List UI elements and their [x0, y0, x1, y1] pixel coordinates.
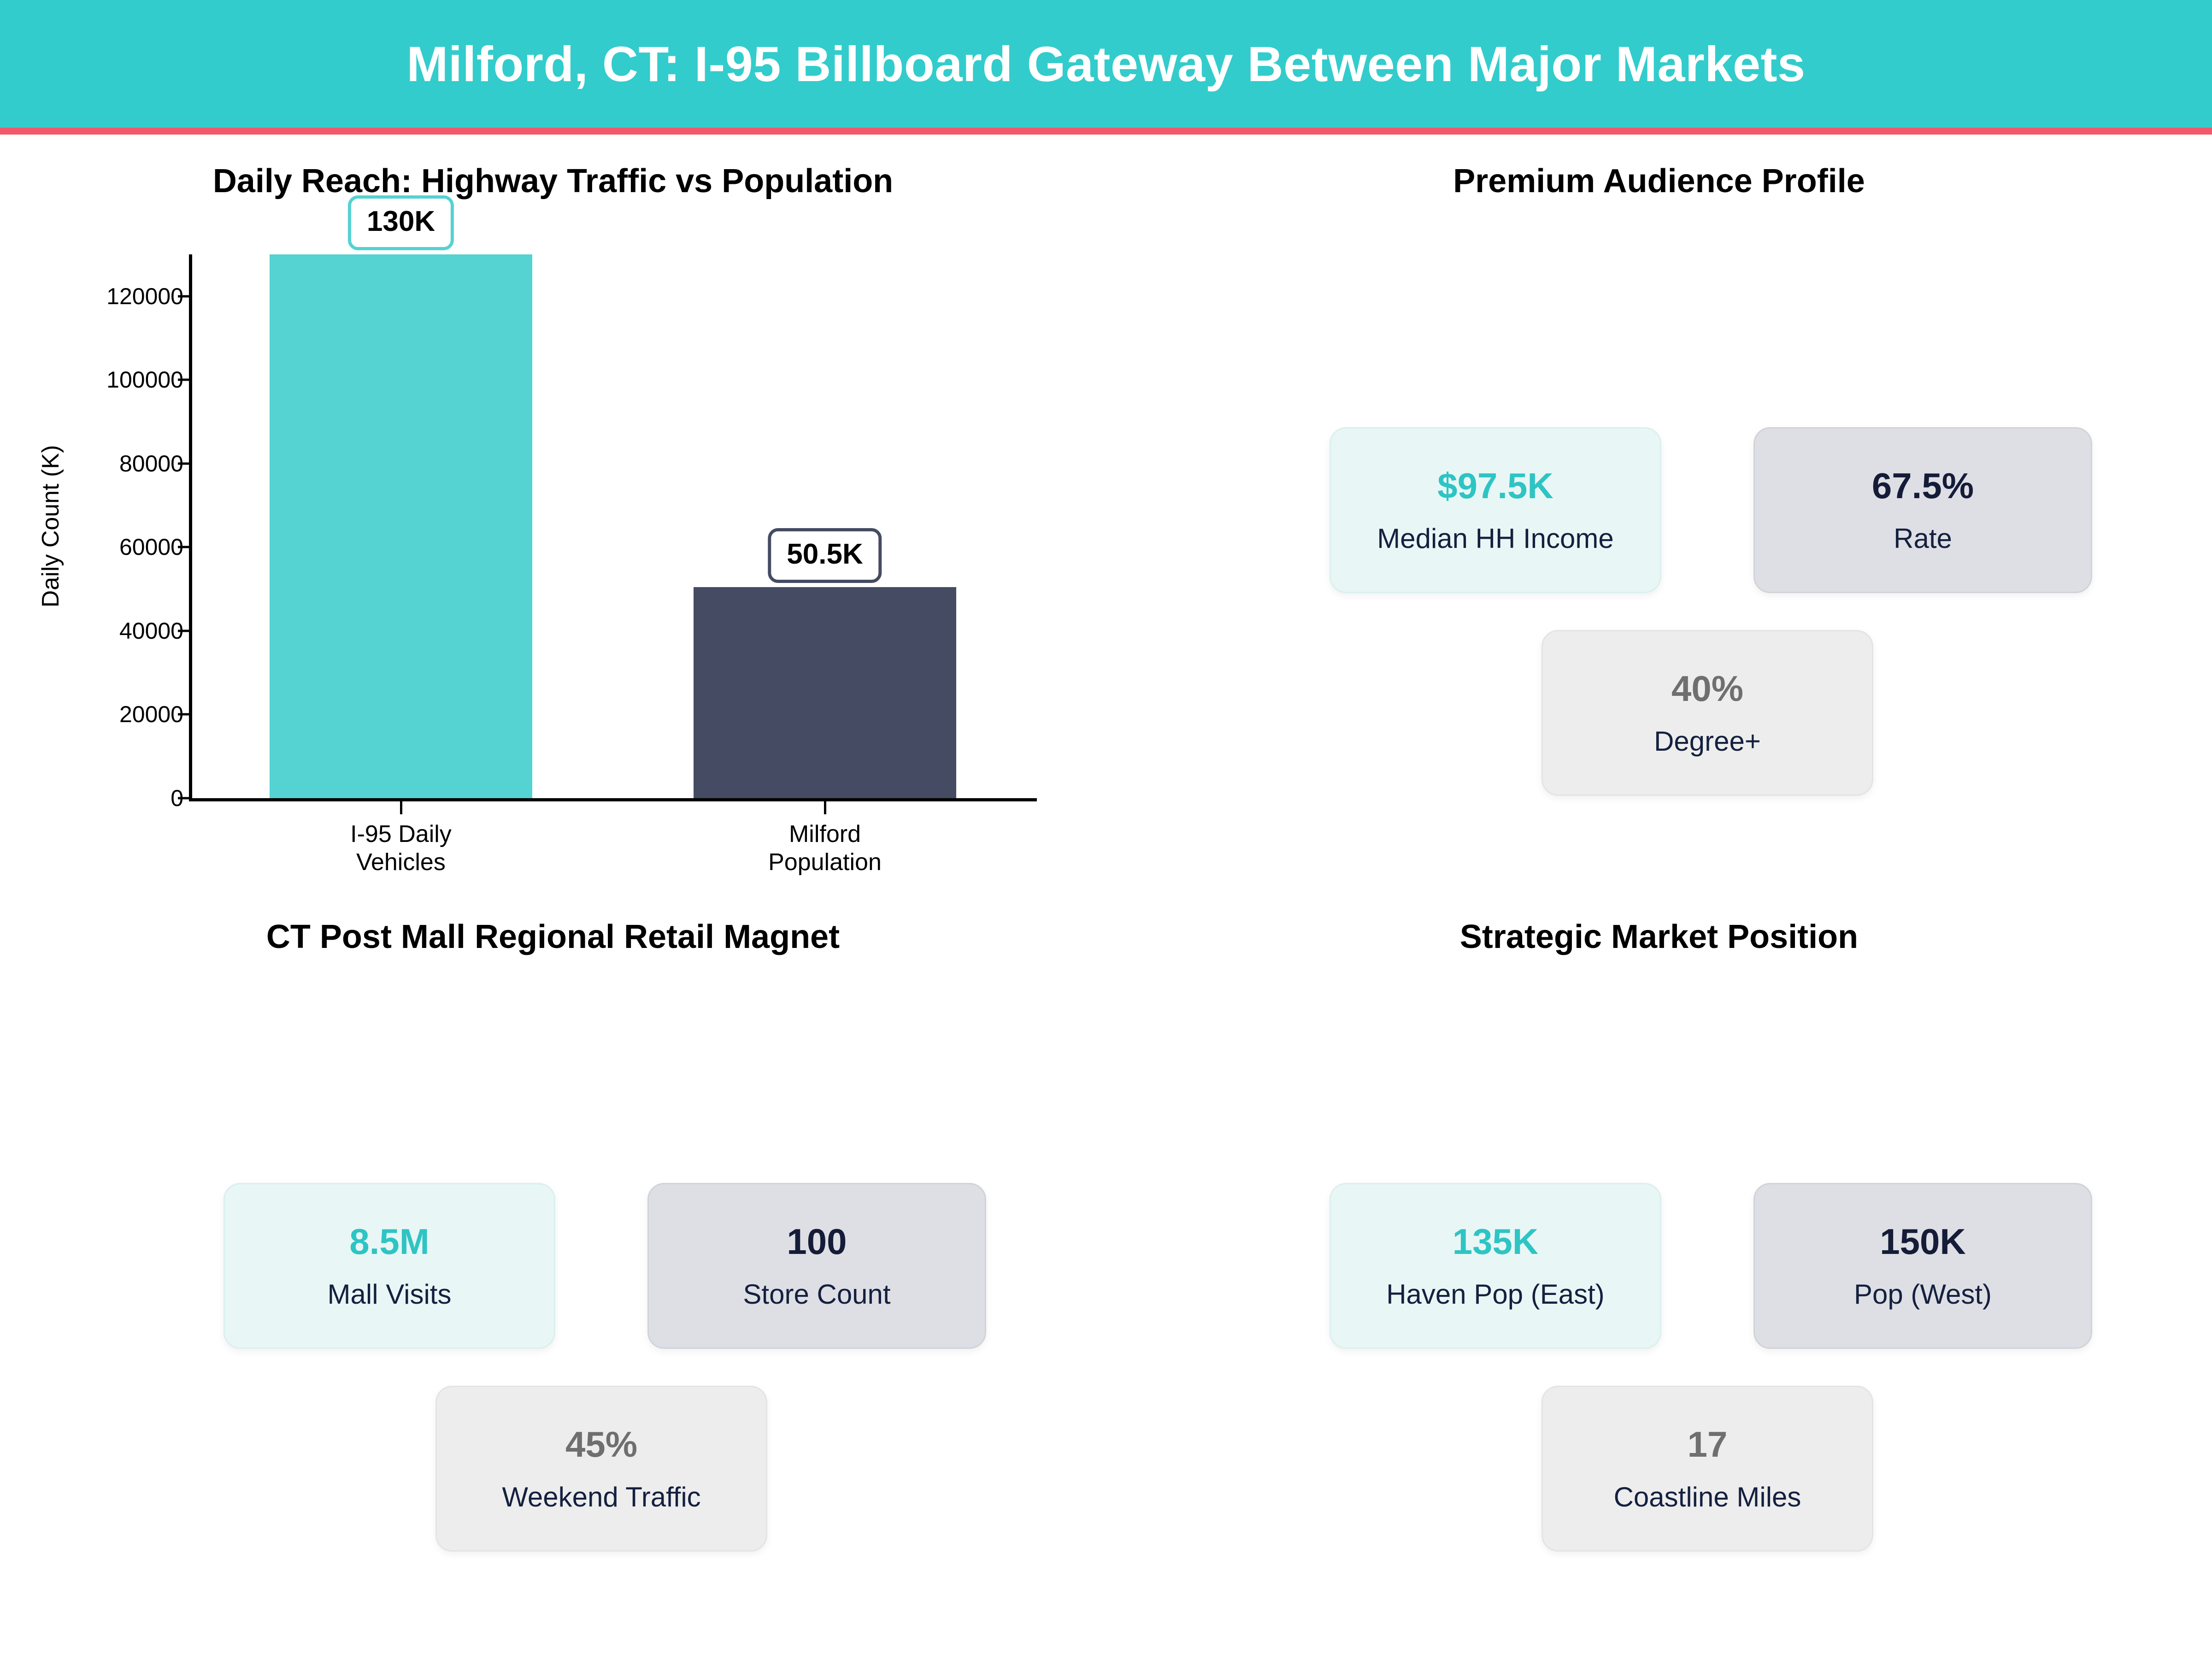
kpi-value: 67.5% [1871, 465, 1974, 506]
bar[interactable] [693, 587, 957, 798]
kpi-card-audience-0[interactable]: $97.5K Median HH Income [1330, 427, 1661, 593]
page-header: Milford, CT: I-95 Billboard Gateway Betw… [0, 0, 2212, 128]
x-axis-line [189, 798, 1037, 801]
y-axis-tick-label: 100000 [106, 367, 183, 393]
x-axis-tick-label: I-95 Daily Vehicles [350, 821, 452, 876]
y-axis-tick-label: 40000 [119, 618, 183, 644]
kpi-label: Haven Pop (East) [1386, 1279, 1605, 1310]
kpi-value: 45% [565, 1424, 638, 1465]
bar[interactable] [269, 254, 533, 798]
kpi-value: 100 [787, 1221, 847, 1262]
panel-premium-audience: Premium Audience Profile $97.5K Median HH… [1106, 162, 2212, 900]
panel-title-premium-audience: Premium Audience Profile [1453, 163, 1865, 200]
panel-daily-reach: Daily Reach: Highway Traffic vs Populati… [0, 162, 1106, 900]
kpi-label: Mall Visits [327, 1279, 452, 1310]
kpi-value: 135K [1452, 1221, 1539, 1262]
dashboard-grid: Daily Reach: Highway Traffic vs Populati… [0, 135, 2212, 1659]
y-axis-tick-mark [178, 462, 189, 465]
y-axis-tick-mark [178, 546, 189, 548]
y-axis-tick-mark [178, 378, 189, 381]
kpi-card-strategic-2[interactable]: 17 Coastline Miles [1541, 1386, 1873, 1552]
y-axis-label: Daily Count (K) [37, 445, 64, 608]
y-axis-tick-label: 60000 [119, 534, 183, 560]
kpi-value: 8.5M [349, 1221, 429, 1262]
panel-title-ct-post-mall: CT Post Mall Regional Retail Magnet [266, 918, 840, 955]
x-axis-tick-mark [824, 801, 826, 814]
y-axis-tick-mark [178, 713, 189, 716]
chart-plot-area: 0 20000 40000 60000 80000 100000 120000 I-95 D… [106, 195, 1037, 876]
kpi-label: Pop (West) [1854, 1279, 1992, 1310]
kpi-card-mall-2[interactable]: 45% Weekend Traffic [435, 1386, 767, 1552]
kpi-label: Degree+ [1654, 726, 1761, 757]
y-axis-line [189, 254, 192, 798]
kpi-label: Coastline Miles [1613, 1482, 1801, 1512]
panel-strategic-market: Strategic Market Position 135K Haven Pop … [1106, 918, 2212, 1655]
y-axis-tick-label: 20000 [119, 701, 183, 728]
y-axis-tick-label: 80000 [119, 450, 183, 477]
kpi-card-strategic-0[interactable]: 135K Haven Pop (East) [1330, 1183, 1661, 1349]
kpi-value: 17 [1687, 1424, 1728, 1465]
y-axis-tick-mark [178, 629, 189, 632]
panel-ct-post-mall: CT Post Mall Regional Retail Magnet 8.5M… [0, 918, 1106, 1655]
kpi-label: Median HH Income [1377, 523, 1614, 554]
kpi-label: Store Count [743, 1279, 891, 1310]
kpi-card-mall-1[interactable]: 100 Store Count [647, 1183, 986, 1349]
kpi-value: 40% [1671, 668, 1744, 709]
y-axis-tick-label: 120000 [106, 283, 183, 309]
bar-chart: 0 20000 40000 60000 80000 100000 120000 I-95 D… [37, 195, 1037, 876]
kpi-card-mall-0[interactable]: 8.5M Mall Visits [224, 1183, 555, 1349]
y-axis-tick-mark [178, 797, 189, 800]
panel-title-daily-reach: Daily Reach: Highway Traffic vs Populati… [212, 163, 894, 200]
kpi-label: Weekend Traffic [502, 1482, 701, 1512]
x-axis-tick-label: Milford Population [768, 821, 882, 876]
kpi-value: 150K [1880, 1221, 1966, 1262]
kpi-card-audience-2[interactable]: 40% Degree+ [1541, 630, 1873, 796]
bar-value-label: 50.5K [768, 528, 882, 583]
bar-series [189, 254, 1037, 798]
page-title: Milford, CT: I-95 Billboard Gateway Betw… [406, 36, 1806, 92]
y-axis-tick-label: 0 [171, 785, 183, 811]
kpi-label: Rate [1894, 523, 1952, 554]
x-axis-tick-mark [400, 801, 402, 814]
bar-value-label: 130K [347, 195, 454, 250]
kpi-value: $97.5K [1437, 465, 1553, 506]
kpi-card-strategic-1[interactable]: 150K Pop (West) [1753, 1183, 2092, 1349]
panel-title-strategic-market: Strategic Market Position [1459, 918, 1859, 955]
kpi-card-audience-1[interactable]: 67.5% Rate [1753, 427, 2092, 593]
y-axis-tick-mark [178, 295, 189, 298]
header-accent-bar [0, 128, 2212, 135]
